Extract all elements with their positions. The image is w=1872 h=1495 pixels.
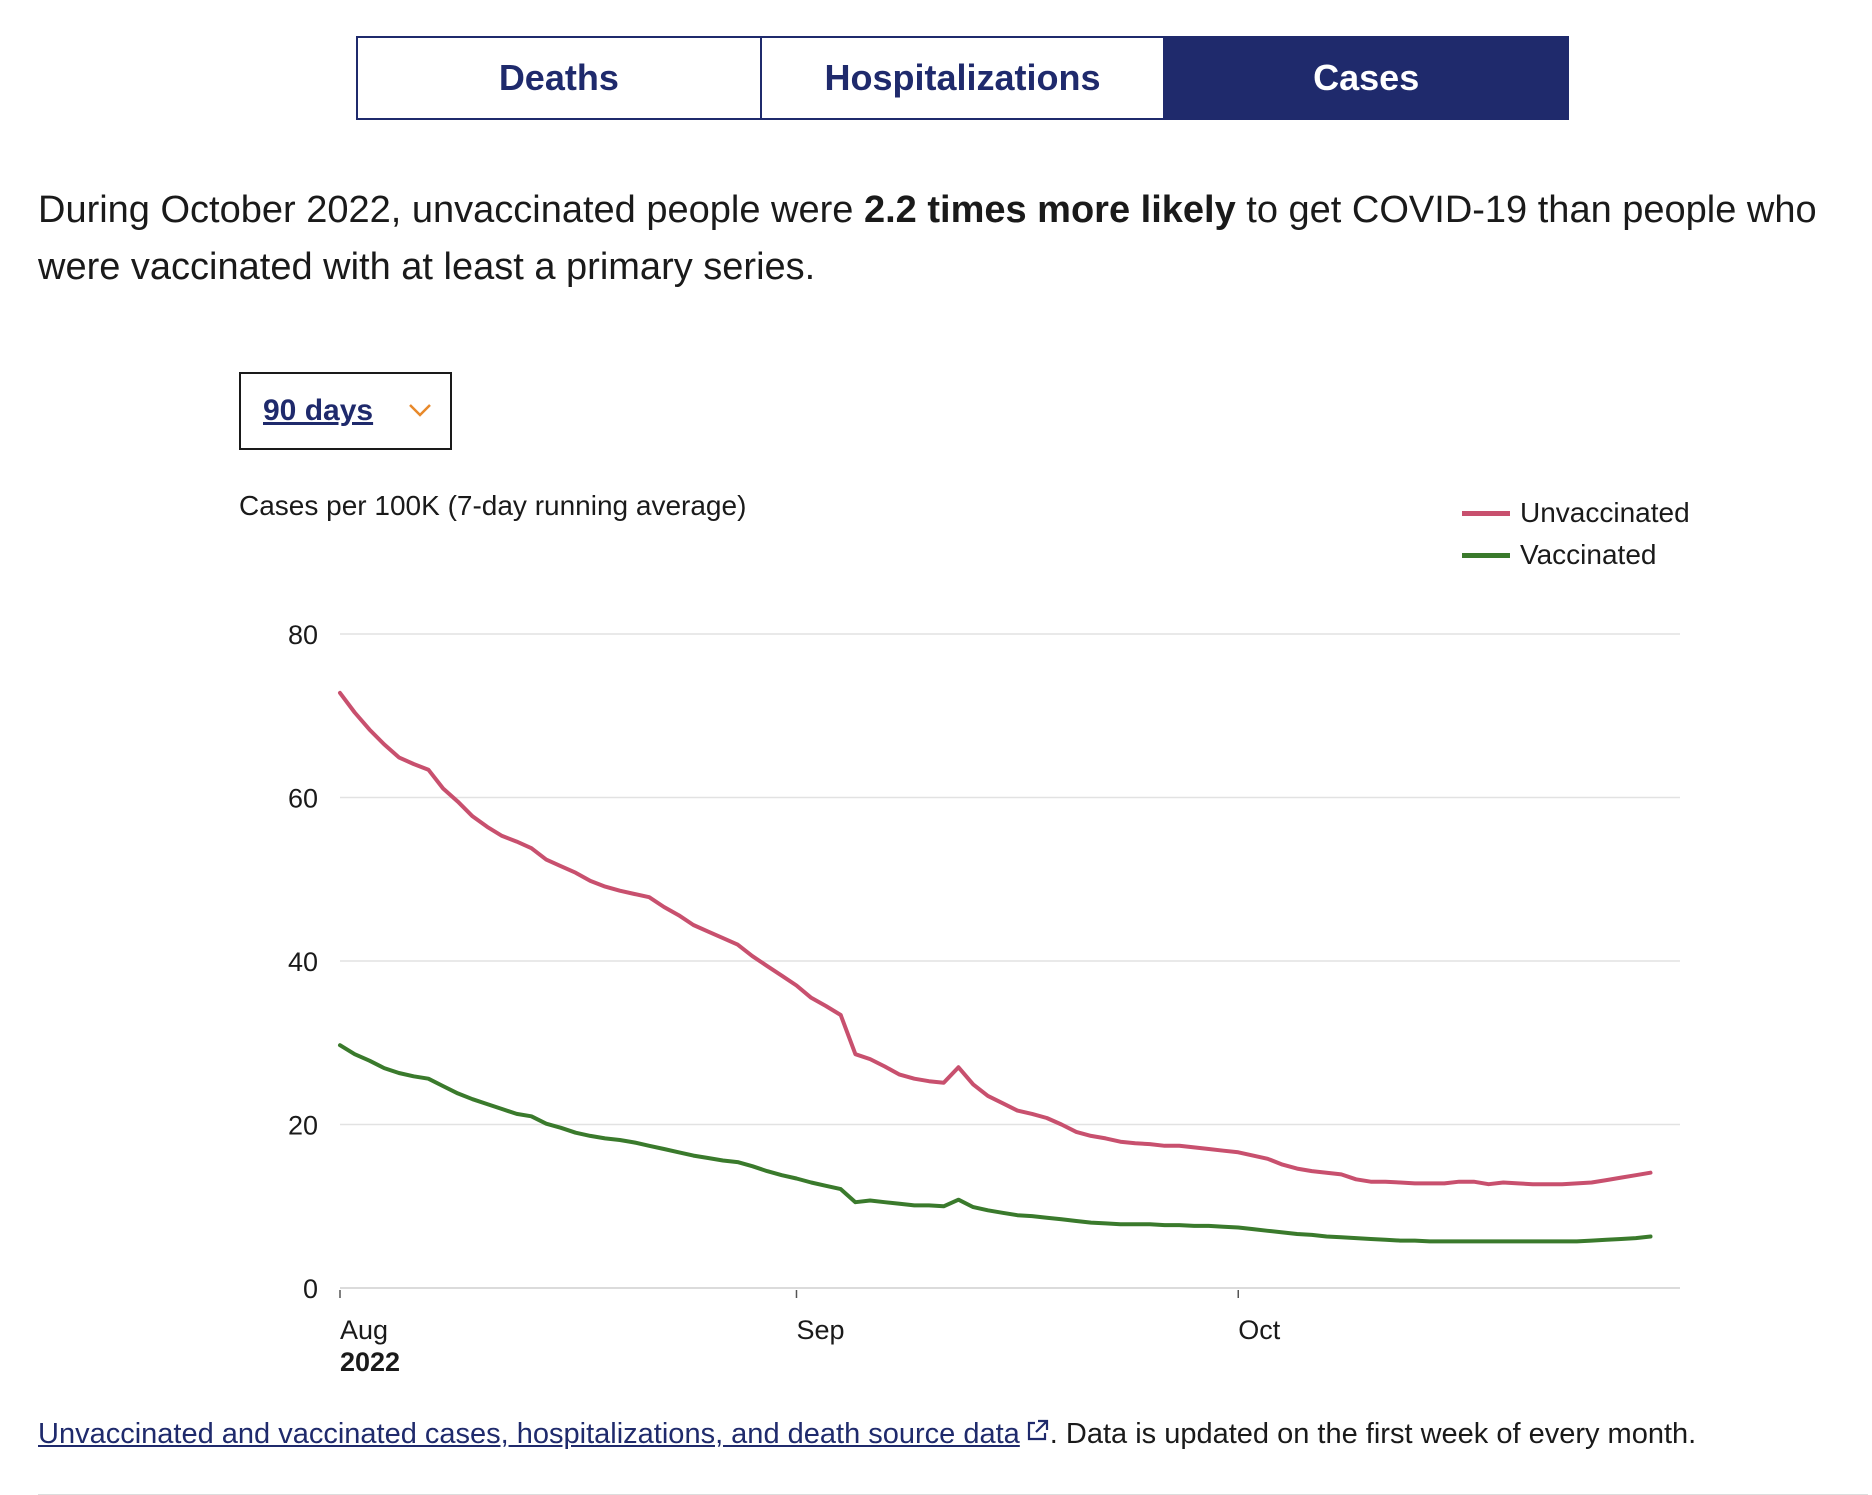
legend-label-vaccinated: Vaccinated bbox=[1520, 539, 1657, 570]
x-tick-label-oct: Oct bbox=[1238, 1315, 1281, 1345]
external-link-icon bbox=[1027, 1419, 1048, 1441]
y-tick-label-40: 40 bbox=[288, 947, 318, 977]
chart-legend: Unvaccinated Vaccinated bbox=[1462, 492, 1690, 576]
y-tick-label-0: 0 bbox=[303, 1274, 318, 1304]
y-tick-label-80: 80 bbox=[288, 620, 318, 650]
legend-label-unvaccinated: Unvaccinated bbox=[1520, 497, 1690, 528]
x-tick-label-aug: Aug bbox=[340, 1315, 388, 1345]
y-tick-label-60: 60 bbox=[288, 784, 318, 814]
metric-tabs: Deaths Hospitalizations Cases bbox=[356, 36, 1570, 120]
chart-y-axis-label: Cases per 100K (7-day running average) bbox=[239, 490, 747, 521]
y-tick-label-20: 20 bbox=[288, 1111, 318, 1141]
x-tick-year-label: 2022 bbox=[340, 1347, 400, 1377]
summary-text: During October 2022, unvaccinated people… bbox=[38, 182, 1868, 296]
series-line-vaccinated bbox=[338, 1043, 1653, 1244]
source-data-link[interactable]: Unvaccinated and vaccinated cases, hospi… bbox=[38, 1418, 1020, 1450]
summary-highlight: 2.2 times more likely bbox=[863, 189, 1236, 231]
tab-hospitalizations[interactable]: Hospitalizations bbox=[761, 36, 1166, 120]
tab-cases[interactable]: Cases bbox=[1165, 36, 1570, 120]
footer-note: Unvaccinated and vaccinated cases, hospi… bbox=[38, 1418, 1696, 1451]
range-select-value: 90 days bbox=[263, 394, 374, 427]
legend-item-vaccinated: Vaccinated bbox=[1462, 534, 1690, 576]
series-line-unvaccinated bbox=[338, 690, 1653, 1187]
range-select[interactable]: 90 days bbox=[239, 372, 452, 450]
legend-swatch-vaccinated bbox=[1462, 552, 1510, 558]
legend-swatch-unvaccinated bbox=[1462, 510, 1510, 516]
tab-deaths[interactable]: Deaths bbox=[356, 36, 762, 120]
footer-rest: . Data is updated on the first week of e… bbox=[1049, 1418, 1697, 1450]
summary-before: During October 2022, unvaccinated people… bbox=[38, 189, 864, 231]
x-tick-label-sep: Sep bbox=[796, 1315, 844, 1345]
chevron-down-icon bbox=[409, 404, 431, 417]
summary-after: to get COVID-19 than people who were vac… bbox=[38, 189, 1817, 288]
legend-item-unvaccinated: Unvaccinated bbox=[1462, 492, 1690, 534]
